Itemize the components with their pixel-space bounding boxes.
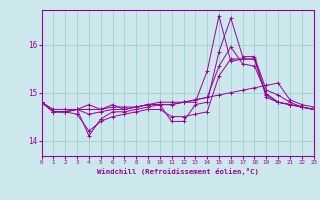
X-axis label: Windchill (Refroidissement éolien,°C): Windchill (Refroidissement éolien,°C) bbox=[97, 168, 259, 175]
